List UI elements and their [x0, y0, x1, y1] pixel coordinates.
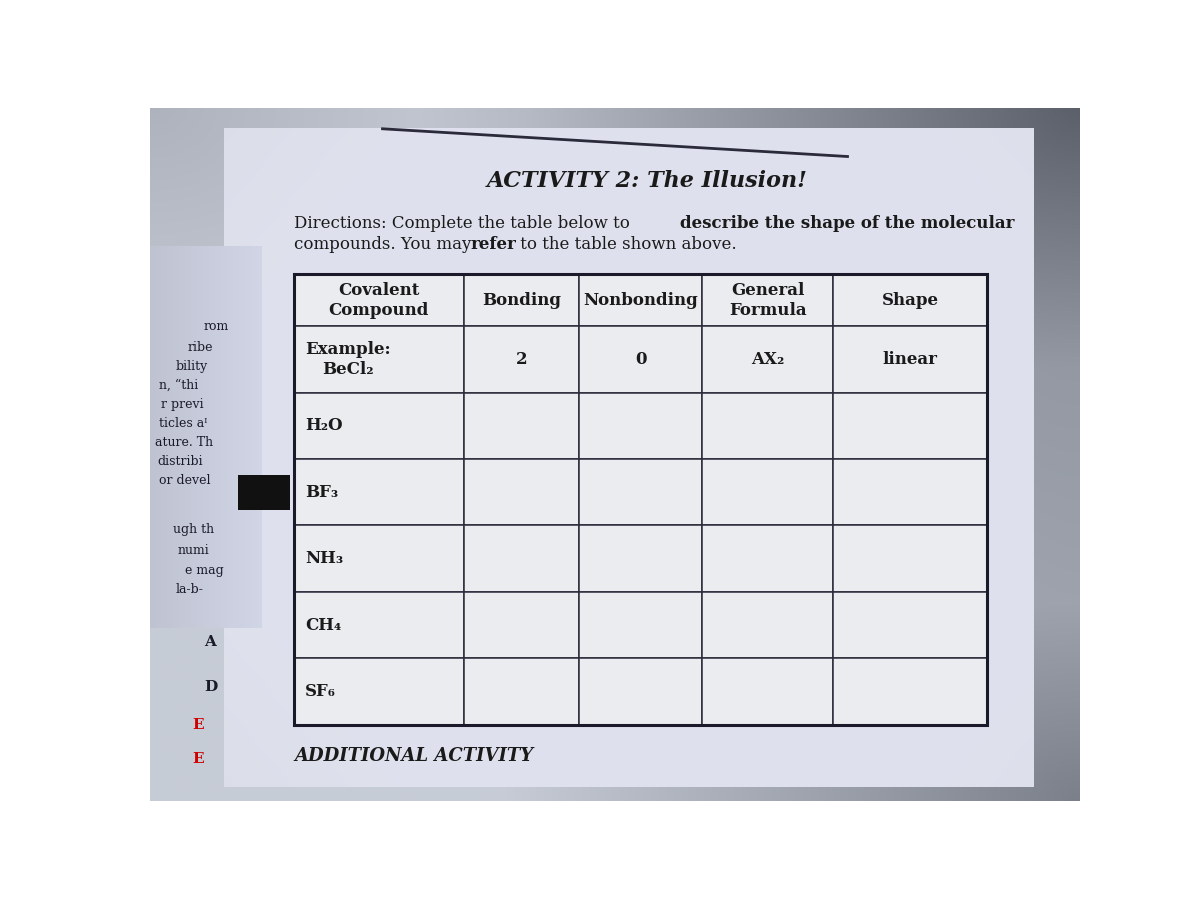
Text: la-b-: la-b- — [176, 583, 204, 596]
Bar — [702, 592, 833, 658]
Text: bility: bility — [176, 360, 209, 373]
Bar — [578, 592, 702, 658]
Bar — [294, 592, 463, 658]
Text: NH₃: NH₃ — [305, 550, 343, 567]
Text: Nonbonding: Nonbonding — [583, 292, 698, 309]
Text: ADDITIONAL ACTIVITY: ADDITIONAL ACTIVITY — [294, 747, 533, 765]
Bar — [294, 274, 986, 724]
Text: r previ: r previ — [161, 398, 204, 411]
Text: D: D — [204, 680, 217, 694]
Bar — [578, 274, 702, 326]
Text: ACTIVITY 2: The Illusion!: ACTIVITY 2: The Illusion! — [487, 170, 808, 192]
Text: compounds. You may: compounds. You may — [294, 236, 476, 253]
Text: E: E — [192, 718, 204, 732]
Bar — [463, 658, 578, 724]
Bar — [463, 592, 578, 658]
Bar — [833, 392, 986, 459]
Text: or devel: or devel — [160, 474, 211, 487]
Text: ribe: ribe — [187, 340, 212, 354]
Text: Covalent
Compound: Covalent Compound — [329, 282, 430, 319]
Bar — [294, 526, 463, 592]
Bar — [239, 475, 289, 510]
Bar — [294, 459, 463, 526]
Text: ticles aᴵ: ticles aᴵ — [160, 417, 208, 430]
Bar — [463, 526, 578, 592]
Text: 0: 0 — [635, 351, 647, 368]
Text: E: E — [192, 752, 204, 767]
Text: ature. Th: ature. Th — [155, 436, 212, 449]
Text: AX₂: AX₂ — [751, 351, 785, 368]
Text: Shape: Shape — [882, 292, 938, 309]
Text: n, “thi: n, “thi — [160, 379, 198, 392]
Text: H₂O: H₂O — [305, 418, 343, 435]
Bar — [294, 658, 463, 724]
Bar — [702, 526, 833, 592]
Bar — [578, 392, 702, 459]
Bar — [294, 392, 463, 459]
Bar — [463, 459, 578, 526]
Text: Example:
BeCl₂: Example: BeCl₂ — [305, 341, 391, 378]
Text: numi: numi — [178, 544, 210, 556]
Text: linear: linear — [882, 351, 937, 368]
Bar — [833, 274, 986, 326]
Text: refer: refer — [470, 236, 517, 253]
Bar — [578, 459, 702, 526]
Text: distribi: distribi — [157, 454, 203, 468]
Bar — [833, 658, 986, 724]
Bar — [702, 274, 833, 326]
Text: describe the shape of the molecular: describe the shape of the molecular — [680, 215, 1015, 232]
Bar — [702, 459, 833, 526]
Bar — [702, 658, 833, 724]
Text: Bonding: Bonding — [481, 292, 560, 309]
Bar — [463, 326, 578, 392]
Bar — [833, 326, 986, 392]
Bar — [294, 274, 463, 326]
Text: ugh th: ugh th — [173, 523, 215, 536]
Text: 2: 2 — [516, 351, 527, 368]
Text: Directions: Complete the table below to: Directions: Complete the table below to — [294, 215, 635, 232]
Bar — [702, 326, 833, 392]
Text: rom: rom — [204, 320, 229, 333]
Bar — [833, 592, 986, 658]
Bar — [463, 274, 578, 326]
Bar — [578, 658, 702, 724]
Bar — [463, 392, 578, 459]
Bar — [833, 526, 986, 592]
Bar — [578, 526, 702, 592]
Bar — [294, 326, 463, 392]
Bar — [578, 326, 702, 392]
Text: SF₆: SF₆ — [305, 683, 336, 700]
Text: BF₃: BF₃ — [305, 483, 338, 500]
Text: CH₄: CH₄ — [305, 616, 342, 634]
Bar — [833, 459, 986, 526]
Text: e mag: e mag — [185, 563, 224, 577]
Text: General
Formula: General Formula — [728, 282, 806, 319]
Bar — [702, 392, 833, 459]
Text: to the table shown above.: to the table shown above. — [515, 236, 736, 253]
Text: A: A — [204, 634, 216, 649]
